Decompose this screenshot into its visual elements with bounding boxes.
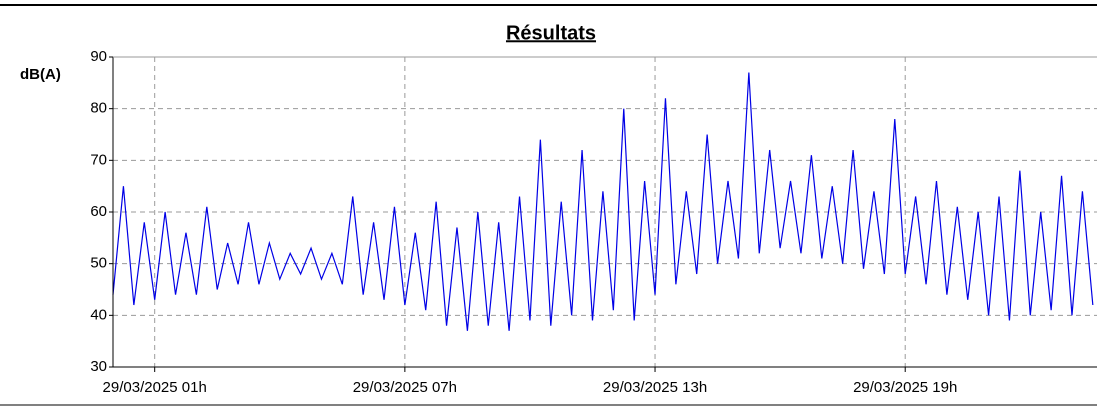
y-tick-label: 70	[90, 151, 107, 168]
x-tick-label: 29/03/2025 19h	[853, 379, 957, 396]
x-tick-label: 29/03/2025 07h	[353, 379, 457, 396]
line-series	[112, 72, 1094, 331]
y-axis-label: dB(A)	[20, 66, 61, 83]
chart-title: Résultats	[506, 22, 596, 44]
y-tick-label: 60	[90, 203, 107, 220]
x-tick-label: 29/03/2025 13h	[603, 379, 707, 396]
y-tick-label: 90	[90, 48, 107, 65]
y-tick-label: 40	[90, 306, 107, 323]
x-tick-label: 29/03/2025 01h	[103, 379, 207, 396]
y-tick-label: 30	[90, 358, 107, 375]
y-tick-label: 80	[90, 100, 107, 117]
y-tick-label: 50	[90, 255, 107, 272]
